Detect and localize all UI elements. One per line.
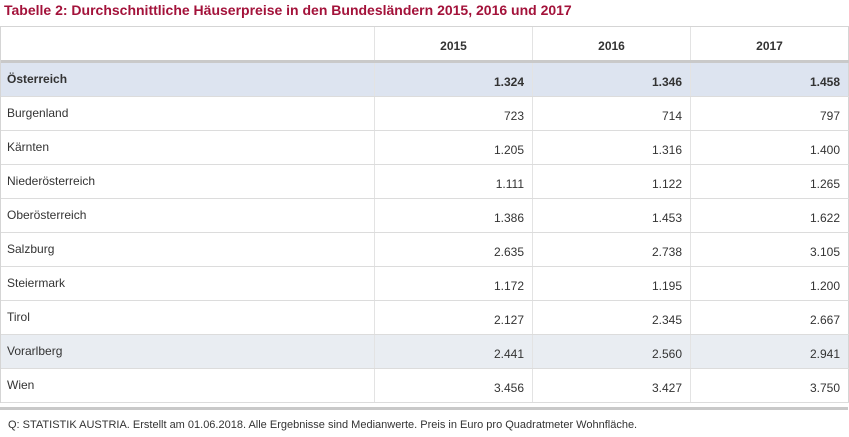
value-cell-2017: 2.941 bbox=[691, 335, 849, 368]
region-cell: Österreich bbox=[1, 63, 375, 96]
value-cell-2015: 3.456 bbox=[375, 369, 533, 402]
value-cell-2015: 2.635 bbox=[375, 233, 533, 266]
value-cell-2016: 2.345 bbox=[533, 301, 691, 334]
header-cell-2016: 2016 bbox=[533, 27, 691, 60]
value-cell-2016: 1.195 bbox=[533, 267, 691, 300]
region-cell: Vorarlberg bbox=[1, 335, 375, 368]
value-cell-2015: 1.172 bbox=[375, 267, 533, 300]
value-cell-2015: 1.324 bbox=[375, 63, 533, 96]
value-cell-2016: 2.560 bbox=[533, 335, 691, 368]
value-cell-2017: 1.265 bbox=[691, 165, 849, 198]
region-cell: Salzburg bbox=[1, 233, 375, 266]
value-cell-2015: 2.127 bbox=[375, 301, 533, 334]
table-row-vorarlberg: Vorarlberg 2.441 2.560 2.941 bbox=[1, 335, 849, 369]
region-cell: Steiermark bbox=[1, 267, 375, 300]
value-cell-2015: 1.386 bbox=[375, 199, 533, 232]
table-row-niederoesterreich: Niederösterreich 1.111 1.122 1.265 bbox=[1, 165, 849, 199]
region-cell: Burgenland bbox=[1, 97, 375, 130]
value-cell-2015: 1.205 bbox=[375, 131, 533, 164]
region-cell: Kärnten bbox=[1, 131, 375, 164]
region-cell: Oberösterreich bbox=[1, 199, 375, 232]
value-cell-2017: 3.750 bbox=[691, 369, 849, 402]
value-cell-2016: 714 bbox=[533, 97, 691, 130]
region-cell: Niederösterreich bbox=[1, 165, 375, 198]
value-cell-2016: 1.453 bbox=[533, 199, 691, 232]
table-row-wien: Wien 3.456 3.427 3.750 bbox=[1, 369, 849, 403]
value-cell-2016: 1.316 bbox=[533, 131, 691, 164]
header-cell-region bbox=[1, 27, 375, 60]
table-row-oesterreich: Österreich 1.324 1.346 1.458 bbox=[1, 63, 849, 97]
table-header-row: 2015 2016 2017 bbox=[1, 27, 849, 63]
value-cell-2016: 3.427 bbox=[533, 369, 691, 402]
value-cell-2016: 1.346 bbox=[533, 63, 691, 96]
value-cell-2017: 1.458 bbox=[691, 63, 849, 96]
value-cell-2017: 3.105 bbox=[691, 233, 849, 266]
table-row-oberoesterreich: Oberösterreich 1.386 1.453 1.622 bbox=[1, 199, 849, 233]
value-cell-2016: 1.122 bbox=[533, 165, 691, 198]
region-cell: Tirol bbox=[1, 301, 375, 334]
table-row-burgenland: Burgenland 723 714 797 bbox=[1, 97, 849, 131]
value-cell-2017: 2.667 bbox=[691, 301, 849, 334]
value-cell-2017: 1.400 bbox=[691, 131, 849, 164]
house-prices-table: 2015 2016 2017 Österreich 1.324 1.346 1.… bbox=[0, 26, 849, 403]
value-cell-2015: 723 bbox=[375, 97, 533, 130]
value-cell-2015: 1.111 bbox=[375, 165, 533, 198]
region-cell: Wien bbox=[1, 369, 375, 402]
header-cell-2015: 2015 bbox=[375, 27, 533, 60]
table-row-kaernten: Kärnten 1.205 1.316 1.400 bbox=[1, 131, 849, 165]
value-cell-2017: 1.200 bbox=[691, 267, 849, 300]
value-cell-2017: 1.622 bbox=[691, 199, 849, 232]
table-row-tirol: Tirol 2.127 2.345 2.667 bbox=[1, 301, 849, 335]
value-cell-2016: 2.738 bbox=[533, 233, 691, 266]
source-note: Q: STATISTIK AUSTRIA. Erstellt am 01.06.… bbox=[0, 407, 848, 437]
table-row-steiermark: Steiermark 1.172 1.195 1.200 bbox=[1, 267, 849, 301]
table-title: Tabelle 2: Durchschnittliche Häuserpreis… bbox=[4, 2, 572, 18]
value-cell-2017: 797 bbox=[691, 97, 849, 130]
value-cell-2015: 2.441 bbox=[375, 335, 533, 368]
header-cell-2017: 2017 bbox=[691, 27, 849, 60]
table-row-salzburg: Salzburg 2.635 2.738 3.105 bbox=[1, 233, 849, 267]
